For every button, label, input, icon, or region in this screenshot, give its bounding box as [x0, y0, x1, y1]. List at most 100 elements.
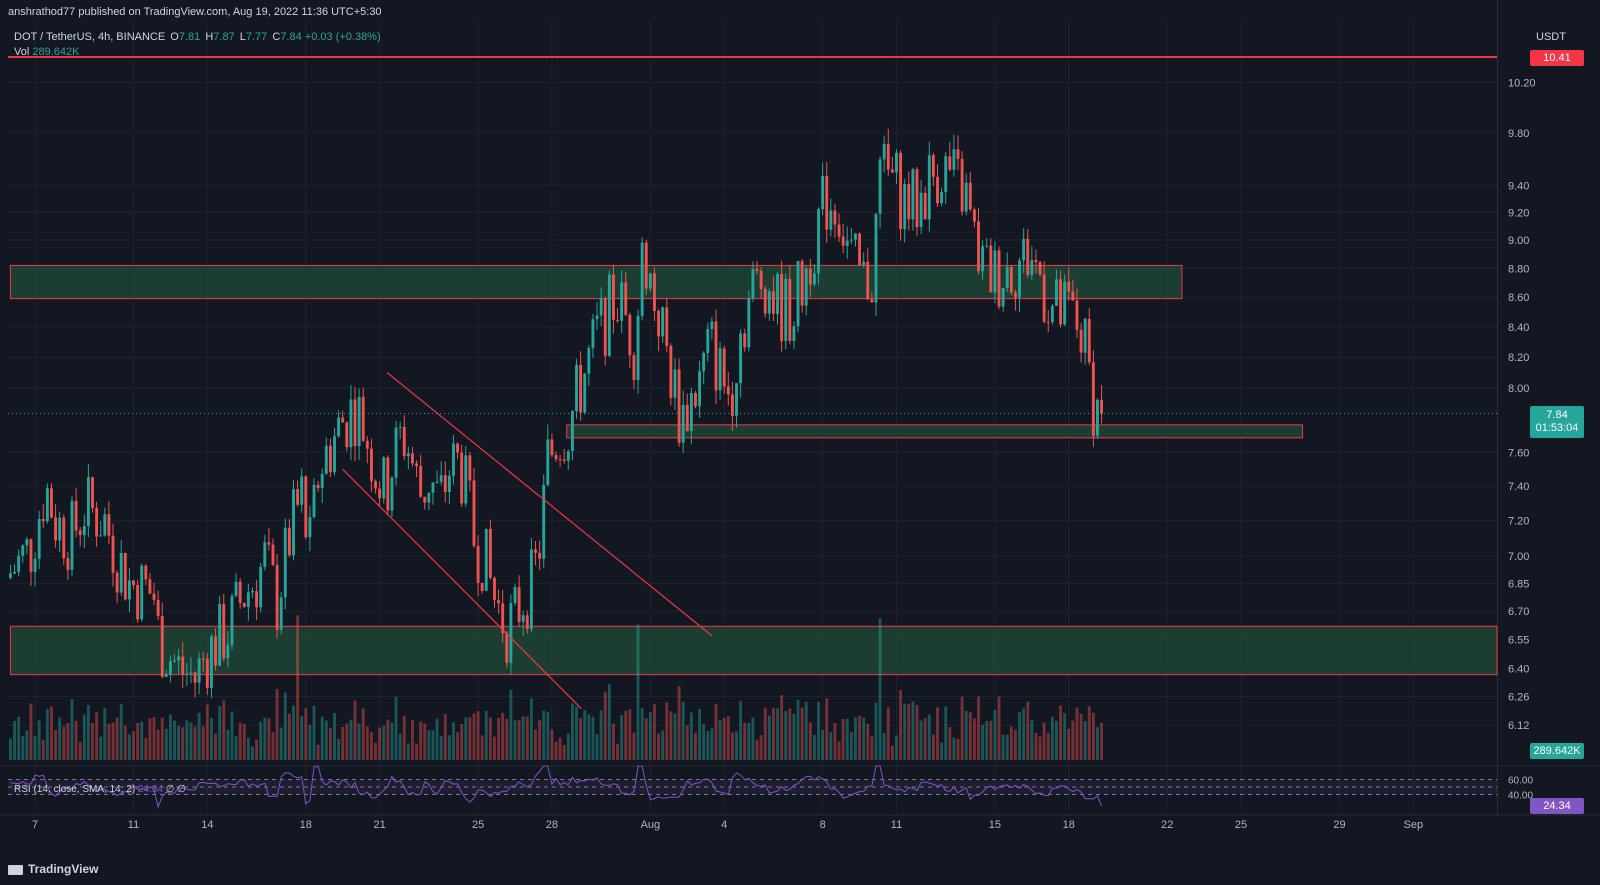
volume-bar: [1005, 734, 1009, 760]
volume-bar: [456, 732, 460, 760]
candle-body: [538, 552, 542, 559]
candle-body: [1001, 287, 1005, 307]
volume-bar: [70, 699, 74, 760]
volume-bar: [185, 720, 189, 760]
volume-bar: [82, 714, 86, 760]
candle-body: [374, 481, 377, 489]
volume-bar: [751, 717, 755, 760]
candle-body: [337, 417, 341, 437]
candle-body: [333, 436, 336, 473]
y-tick-label: 7.60: [1508, 448, 1529, 460]
candle-body: [230, 595, 234, 645]
y-tick-label: 7.00: [1508, 551, 1529, 563]
volume-bar: [653, 704, 656, 760]
volume-bar: [755, 739, 759, 760]
candle-body: [78, 530, 82, 536]
volume-bar: [685, 725, 689, 760]
candle-body: [542, 484, 546, 559]
volume-legend[interactable]: Vol 289.642K: [14, 46, 79, 58]
volume-bar: [197, 712, 201, 760]
candle-body: [123, 553, 127, 600]
volume-bar: [411, 719, 414, 760]
volume-bar: [1050, 716, 1054, 760]
volume-bar: [1034, 732, 1038, 760]
volume-bar: [480, 735, 484, 760]
tradingview-logo[interactable]: TradingView: [8, 862, 98, 876]
volume-bar: [1071, 720, 1075, 760]
candle-body: [788, 278, 792, 341]
volume-bar: [665, 702, 669, 760]
volume-bar: [152, 717, 156, 760]
volume-bar: [694, 732, 697, 760]
candle-body: [1055, 279, 1058, 306]
candle-body: [718, 348, 722, 391]
candle-body: [1034, 260, 1038, 262]
volume-bar: [435, 718, 439, 760]
close-label: C: [272, 31, 281, 43]
bar-countdown: 01:53:04: [1535, 422, 1579, 434]
volume-bar: [1001, 734, 1005, 760]
volume-bar: [636, 624, 640, 760]
volume-bar: [1079, 713, 1083, 760]
rsi-legend[interactable]: RSI (14, close, SMA, 14, 2) 24.34 ∅ ∅: [14, 784, 186, 795]
volume-bar: [246, 737, 250, 760]
rsi-label: RSI (14, close, SMA, 14, 2): [14, 784, 136, 795]
open-value: 7.81: [178, 31, 201, 43]
candle-body: [776, 274, 779, 314]
candle-body: [132, 580, 135, 586]
x-tick-label: 18: [1063, 819, 1075, 831]
candle-body: [1005, 267, 1009, 288]
publisher-line: anshrathod77 published on TradingView.co…: [8, 6, 382, 18]
candle-body: [833, 210, 837, 225]
volume-bar: [599, 710, 603, 760]
volume-bar: [271, 732, 275, 760]
volume-bar: [62, 726, 66, 760]
volume-bar: [640, 708, 644, 760]
y-tick-label: 9.80: [1508, 128, 1529, 140]
candle-body: [804, 268, 808, 306]
candle-body: [21, 545, 25, 556]
volume-bar: [242, 723, 246, 760]
x-tick-label: 22: [1161, 819, 1173, 831]
candle-body: [91, 477, 94, 508]
y-tick-label: 6.85: [1508, 578, 1529, 590]
candle-body: [837, 224, 841, 237]
candle-body: [583, 373, 587, 413]
x-tick-label: Sep: [1404, 819, 1424, 831]
volume-bar: [870, 736, 874, 760]
volume-bar: [189, 722, 193, 760]
candle-body: [1096, 399, 1099, 436]
candle-body: [562, 459, 566, 461]
volume-bar: [398, 733, 402, 760]
candle-body: [587, 348, 591, 374]
candle-body: [521, 615, 525, 622]
candle-body: [9, 573, 12, 578]
candle-body: [378, 488, 382, 499]
symbol-name[interactable]: DOT / TetherUS, 4h, BINANCE: [14, 31, 166, 43]
volume-bar: [95, 712, 99, 760]
candle-body: [1067, 281, 1071, 292]
candle-body: [226, 644, 230, 659]
volume-bar: [648, 712, 652, 760]
volume-bar: [1063, 713, 1067, 760]
candle-body: [136, 585, 140, 620]
volume-value: 289.642K: [32, 46, 80, 58]
volume-bar: [985, 720, 989, 760]
candle-body: [923, 192, 927, 220]
volume-bar: [127, 734, 131, 760]
candle-body: [808, 268, 812, 285]
x-tick-label: 7: [32, 819, 38, 831]
volume-bar: [968, 712, 972, 760]
candle-body: [796, 261, 800, 327]
volume-bar: [927, 714, 931, 760]
volume-bar: [259, 721, 263, 760]
volume-bar: [849, 732, 853, 760]
candle-body: [550, 439, 554, 456]
candle-body: [476, 546, 480, 583]
volume-bar: [497, 718, 501, 760]
candle-body: [870, 299, 874, 303]
candle-body: [296, 489, 300, 505]
candle-body: [1030, 260, 1034, 275]
